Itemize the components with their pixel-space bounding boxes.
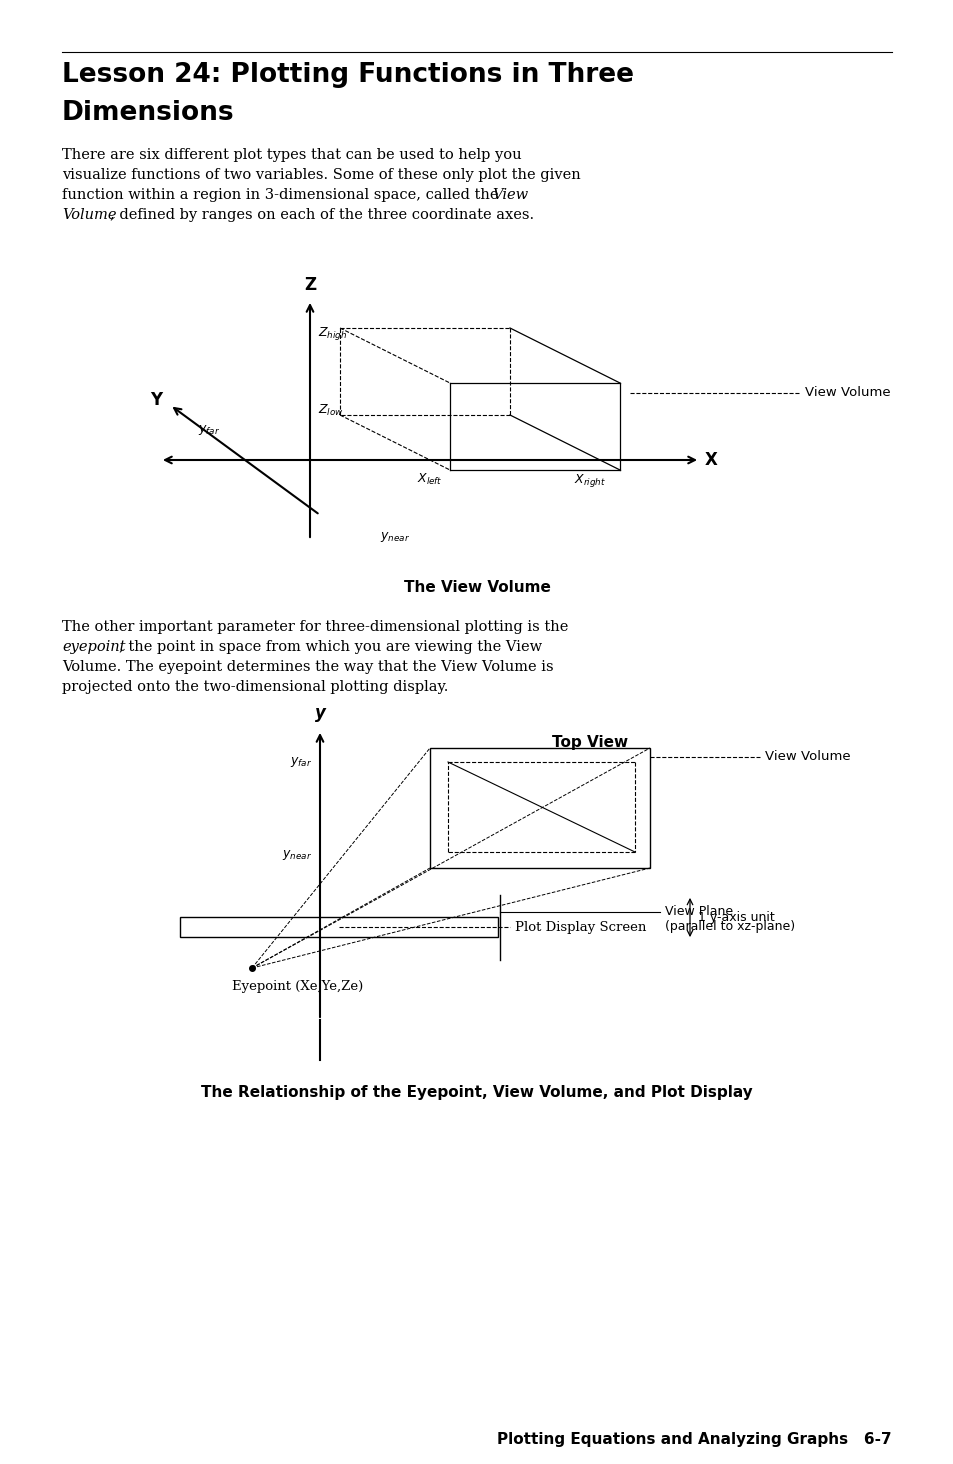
Text: $Z_{low}$: $Z_{low}$ xyxy=(317,403,343,417)
Text: , the point in space from which you are viewing the View: , the point in space from which you are … xyxy=(119,640,541,654)
Text: View Plane
(parallel to xz-plane): View Plane (parallel to xz-plane) xyxy=(664,905,794,933)
Text: $y_{far}$: $y_{far}$ xyxy=(290,755,312,769)
Text: View: View xyxy=(492,187,528,202)
Bar xyxy=(430,748,649,868)
Text: The Relationship of the Eyepoint, View Volume, and Plot Display: The Relationship of the Eyepoint, View V… xyxy=(201,1085,752,1099)
Text: $y_{near}$: $y_{near}$ xyxy=(379,530,410,545)
Text: $y_{near}$: $y_{near}$ xyxy=(282,848,312,862)
Text: Z: Z xyxy=(304,277,315,294)
Text: , defined by ranges on each of the three coordinate axes.: , defined by ranges on each of the three… xyxy=(110,208,534,223)
Text: Plot Display Screen: Plot Display Screen xyxy=(515,921,646,934)
Text: View Volume: View Volume xyxy=(804,386,890,400)
Text: View Volume: View Volume xyxy=(764,751,850,764)
Bar xyxy=(180,916,497,937)
Text: eyepoint: eyepoint xyxy=(62,640,126,654)
Text: $X_{right}$: $X_{right}$ xyxy=(574,471,605,489)
Text: Eyepoint (Xe,Ye,Ze): Eyepoint (Xe,Ye,Ze) xyxy=(232,979,363,993)
Text: y: y xyxy=(314,704,325,722)
Text: The other important parameter for three-dimensional plotting is the: The other important parameter for three-… xyxy=(62,619,568,634)
Text: visualize functions of two variables. Some of these only plot the given: visualize functions of two variables. So… xyxy=(62,168,580,182)
Text: projected onto the two-dimensional plotting display.: projected onto the two-dimensional plott… xyxy=(62,679,448,694)
Text: $X_{left}$: $X_{left}$ xyxy=(416,471,442,488)
Text: The View Volume: The View Volume xyxy=(403,580,550,594)
Text: $Z_{high}$: $Z_{high}$ xyxy=(317,325,347,341)
Text: $y_{far}$: $y_{far}$ xyxy=(197,423,220,436)
Text: Lesson 24: Plotting Functions in Three: Lesson 24: Plotting Functions in Three xyxy=(62,61,634,88)
Text: Top View: Top View xyxy=(552,735,627,750)
Text: function within a region in 3-dimensional space, called the: function within a region in 3-dimensiona… xyxy=(62,187,502,202)
Text: There are six different plot types that can be used to help you: There are six different plot types that … xyxy=(62,148,521,163)
Text: Y: Y xyxy=(150,391,162,408)
Text: Volume. The eyepoint determines the way that the View Volume is: Volume. The eyepoint determines the way … xyxy=(62,660,553,673)
Text: Volume: Volume xyxy=(62,208,116,223)
Text: X: X xyxy=(704,451,717,468)
Text: Plotting Equations and Analyzing Graphs   6-7: Plotting Equations and Analyzing Graphs … xyxy=(497,1432,891,1446)
Text: 1 y-axis unit: 1 y-axis unit xyxy=(698,911,774,924)
Text: Dimensions: Dimensions xyxy=(62,100,234,126)
